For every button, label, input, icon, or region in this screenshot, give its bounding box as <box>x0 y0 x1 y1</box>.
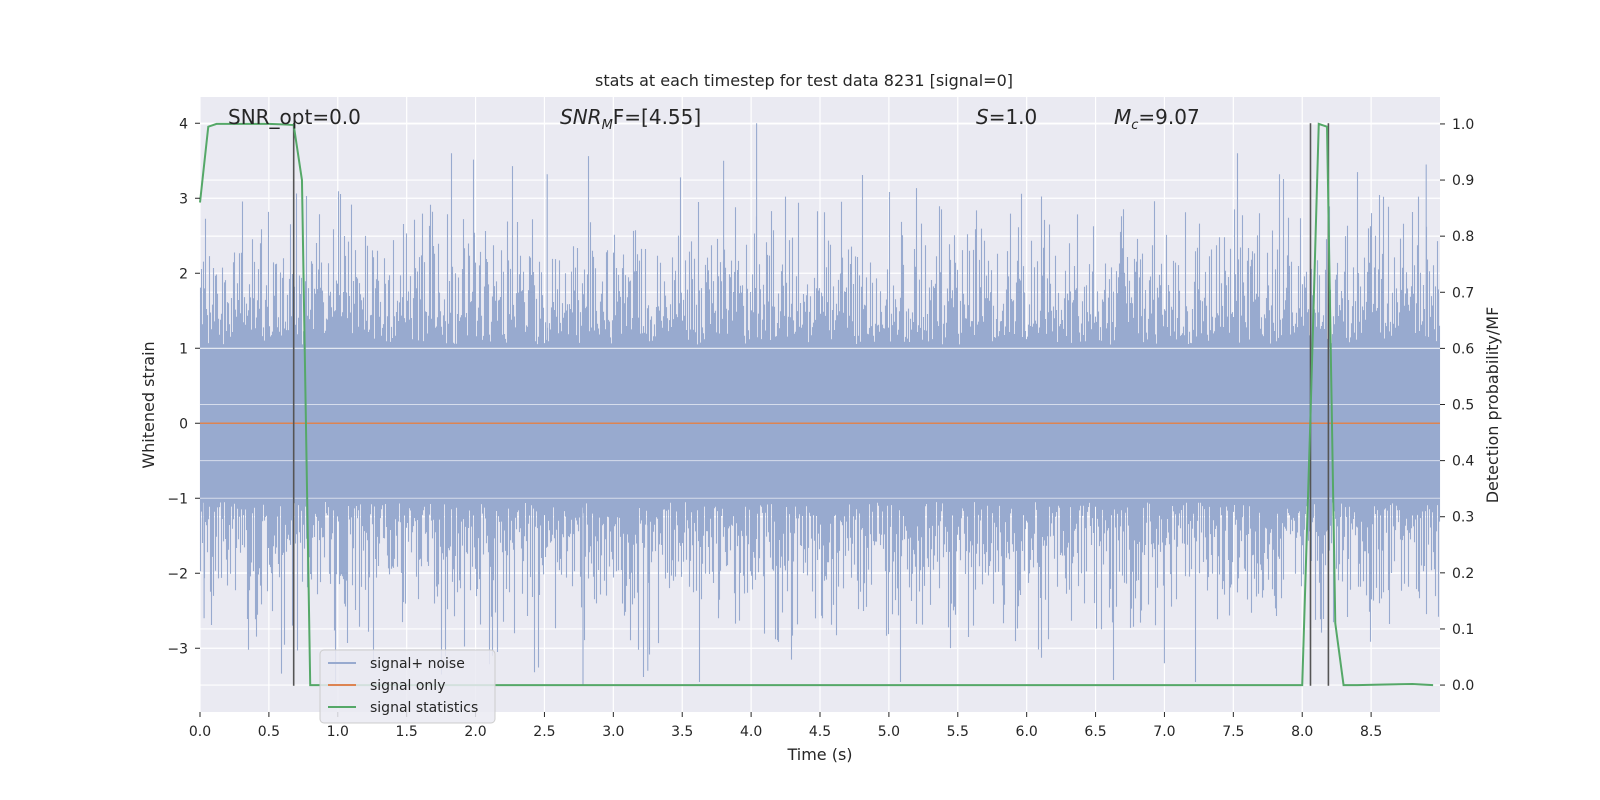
x-tick-label: 1.0 <box>327 724 349 740</box>
x-tick-label: 4.0 <box>740 724 762 740</box>
x-tick-labels: 0.0 0.5 1.0 1.5 2.0 2.5 3.0 3.5 4.0 4.5 5.0 5.5 6.0 6… <box>189 712 1382 740</box>
y2-tick-label: 0.8 <box>1452 229 1474 245</box>
legend: signal+ noise signal only signal statist… <box>319 649 496 724</box>
legend-label-signal: signal only <box>370 678 445 694</box>
x-tick-label: 6.5 <box>1084 724 1106 740</box>
mc-symbol: M <box>1114 105 1131 129</box>
annotation-snr-opt: SNR_opt=0.0 <box>228 105 361 129</box>
y-axis-label: Whitened strain <box>139 341 158 468</box>
s-symbol: S <box>976 105 989 129</box>
x-tick-label: 0.0 <box>189 724 211 740</box>
x-tick-label: 1.5 <box>396 724 418 740</box>
legend-label-noise: signal+ noise <box>370 656 465 672</box>
x-tick-label: 2.0 <box>464 724 486 740</box>
y2-tick-label: 0.5 <box>1452 398 1474 414</box>
chart-title: stats at each timestep for test data 823… <box>595 71 1013 90</box>
y-tick-label: 0 <box>179 416 188 432</box>
x-tick-label: 5.0 <box>878 724 900 740</box>
y2-axis-label: Detection probability/MF <box>1483 307 1502 504</box>
y2-tick-label: 0.4 <box>1452 454 1474 470</box>
y2-tick-label: 0.0 <box>1452 678 1474 694</box>
line-series <box>199 122 1440 687</box>
y-tick-label: 1 <box>179 341 188 357</box>
legend-label-statistics: signal statistics <box>370 700 478 716</box>
s-value: =1.0 <box>989 105 1038 129</box>
legend-box <box>319 649 496 724</box>
y2-tick-label: 0.2 <box>1452 566 1474 582</box>
y-tick-label: −1 <box>167 491 188 507</box>
y2-tick-label: 1.0 <box>1452 117 1474 133</box>
x-tick-label: 3.0 <box>602 724 624 740</box>
y2-tick-label: 0.6 <box>1452 341 1474 357</box>
annotation-snr-mf: SNRMF=[4.55] <box>560 105 701 133</box>
y-tick-label: −3 <box>167 641 188 657</box>
snr-mf-symbol: SNR <box>560 105 602 129</box>
x-axis-label: Time (s) <box>786 745 852 764</box>
snr-mf-value: F=[4.55] <box>613 105 701 129</box>
x-tick-label: 2.5 <box>533 724 555 740</box>
x-tick-label: 0.5 <box>258 724 280 740</box>
x-tick-label: 7.5 <box>1222 724 1244 740</box>
annotation-s: S=1.0 <box>976 105 1037 129</box>
x-tick-label: 6.0 <box>1016 724 1038 740</box>
signal-statistics-line <box>199 122 1434 687</box>
x-tick-label: 5.5 <box>947 724 969 740</box>
mc-subscript: c <box>1131 118 1138 133</box>
y2-tick-label: 0.7 <box>1452 285 1474 301</box>
y2-tick-label: 0.1 <box>1452 622 1474 638</box>
y2-tick-label: 0.3 <box>1452 510 1474 526</box>
y-tick-label: 4 <box>179 116 188 132</box>
annotation-mc: Mc=9.07 <box>1114 105 1200 133</box>
mc-value: =9.07 <box>1138 105 1199 129</box>
x-tick-label: 4.5 <box>809 724 831 740</box>
y-tick-label: 3 <box>179 191 188 207</box>
x-tick-label: 8.5 <box>1360 724 1382 740</box>
y-tick-label: −2 <box>167 566 188 582</box>
x-tick-label: 3.5 <box>671 724 693 740</box>
snr-mf-subscript: M <box>602 118 613 133</box>
x-tick-label: 8.0 <box>1291 724 1313 740</box>
y2-tick-labels: 1.0 0.9 0.8 0.7 0.6 0.5 0.4 0.3 0.2 0.1 0.0 <box>1440 117 1474 694</box>
y2-tick-label: 0.9 <box>1452 173 1474 189</box>
x-tick-label: 7.0 <box>1153 724 1175 740</box>
y-tick-labels: 4 3 2 1 0 −1 −2 −3 <box>167 116 200 657</box>
y-tick-label: 2 <box>179 266 188 282</box>
